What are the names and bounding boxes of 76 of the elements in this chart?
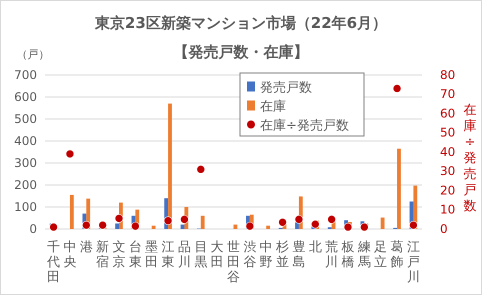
bar: [266, 226, 270, 229]
y2-tick-label: 40: [440, 144, 456, 159]
point: [114, 214, 124, 223]
y2-tick-label: 60: [440, 106, 456, 120]
point: [409, 220, 418, 230]
x-tick-label: 目黒: [194, 240, 208, 270]
y2-tick-label: 80: [440, 68, 456, 82]
y-tick-label: 200: [14, 178, 37, 192]
y-tick-label: 100: [14, 200, 37, 214]
y-tick-label: 500: [14, 112, 37, 126]
x-tick-label: 新宿: [96, 240, 110, 270]
bar: [115, 224, 120, 229]
bar: [152, 226, 156, 229]
bar: [295, 222, 299, 229]
point: [196, 165, 206, 174]
y2-tick-label: 70: [440, 87, 456, 102]
legend-label: 発売戸数: [260, 80, 312, 96]
point: [327, 215, 336, 224]
y2-tick-label: 10: [440, 202, 456, 217]
y-tick-label: 600: [14, 90, 37, 104]
x-tick-label: 杉並: [275, 240, 290, 270]
point: [180, 215, 189, 224]
chart-title: 東京23区新築マンション市場（22年6月）: [94, 14, 388, 32]
y-axis-title: （戸）: [16, 48, 50, 61]
point: [360, 222, 369, 232]
y2-axis-title: 在庫÷発売戸数: [464, 103, 476, 214]
y2-tick-label: 30: [440, 164, 456, 178]
point: [246, 222, 254, 230]
x-tick-label: 足立: [374, 240, 388, 270]
point: [278, 218, 287, 227]
y-tick-label: 0: [29, 222, 37, 236]
y-tick-label: 300: [14, 156, 37, 170]
bar: [234, 224, 238, 229]
point: [131, 222, 140, 230]
point: [392, 84, 402, 93]
bar: [200, 216, 205, 229]
point: [49, 222, 58, 232]
x-tick-label: 江東: [162, 240, 175, 270]
chart-subtitle: 【発売戸数・在庫】: [174, 43, 308, 61]
point: [66, 150, 74, 158]
point: [82, 220, 91, 230]
x-tick-label: 練馬: [356, 240, 371, 270]
x-tick-label: 千代田: [46, 240, 60, 285]
x-tick-label: 渋谷: [243, 240, 256, 270]
y2-tick-label: 50: [440, 126, 456, 140]
bar: [180, 224, 184, 229]
x-tick-label: 荒川: [325, 240, 338, 270]
x-tick-label: 港: [80, 240, 93, 255]
x-tick-label: 大田: [210, 240, 224, 270]
x-tick-label: 江戸川: [406, 240, 420, 285]
x-tick-label: 葛飾: [390, 240, 404, 270]
legend-label: 在庫÷発売戸数: [260, 118, 349, 134]
x-tick-label: 墨田: [145, 240, 158, 270]
point: [310, 220, 320, 228]
legend-label: 在庫: [260, 98, 286, 114]
y2-tick-label: 20: [440, 183, 456, 198]
x-tick-label: 中野: [260, 240, 273, 270]
x-tick-label: 品川: [178, 240, 191, 270]
x-tick-label: 文京: [112, 240, 126, 270]
point: [164, 216, 172, 226]
bar: [70, 194, 74, 229]
y-tick-label: 700: [14, 68, 37, 82]
y2-tick-label: 0: [440, 222, 448, 236]
y-tick-label: 400: [14, 134, 37, 148]
x-tick-label: 北: [308, 240, 322, 255]
x-tick-label: 豊島: [292, 240, 306, 270]
bar: [397, 148, 401, 229]
point: [344, 222, 352, 232]
bar: [168, 104, 172, 229]
x-tick-label: 世田谷: [227, 240, 240, 285]
point: [294, 215, 304, 224]
x-tick-label: 板橋: [340, 240, 354, 270]
x-tick-label: 中央: [63, 240, 76, 270]
point: [98, 220, 107, 230]
x-tick-label: 台東: [128, 240, 142, 270]
bar: [380, 218, 385, 229]
